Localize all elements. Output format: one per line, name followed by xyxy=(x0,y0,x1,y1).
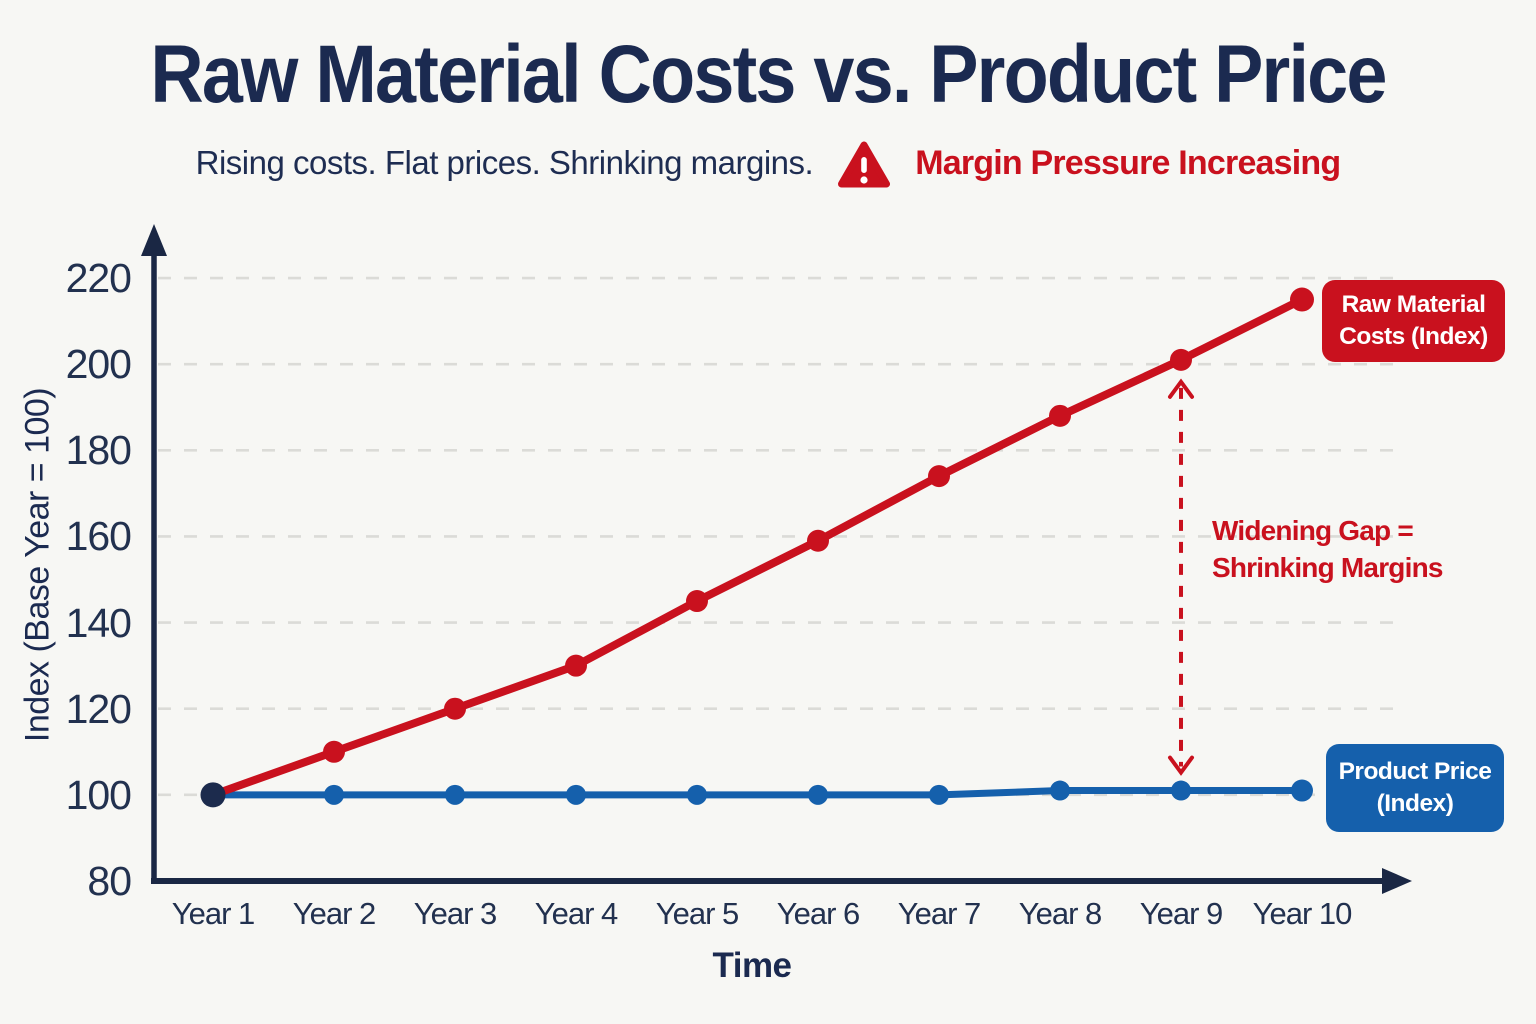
product-price-point xyxy=(1291,779,1313,802)
subtitle-row: Rising costs. Flat prices. Shrinking mar… xyxy=(0,136,1536,190)
raw-material-costs-point xyxy=(323,740,345,763)
product-price-point xyxy=(1171,780,1191,801)
legend-badge-raw-material: Raw Material Costs (Index) xyxy=(1322,280,1505,362)
warning-icon xyxy=(838,141,891,188)
chart-subtitle: Rising costs. Flat prices. Shrinking mar… xyxy=(195,144,814,181)
raw-material-costs-point xyxy=(928,465,950,488)
y-axis-arrowhead xyxy=(141,224,167,256)
product-price-point xyxy=(566,784,586,805)
alert-text: Margin Pressure Increasing xyxy=(915,143,1341,182)
x-axis-arrowhead xyxy=(1382,868,1412,894)
raw-material-costs-point xyxy=(1170,348,1192,371)
legend-badge-raw-material-line2: Costs (Index) xyxy=(1339,323,1488,350)
product-price-point xyxy=(929,784,949,805)
shared-base-year-point xyxy=(200,782,226,808)
product-price-point xyxy=(1050,780,1070,801)
raw-material-costs-point xyxy=(686,590,708,613)
widening-gap-annotation-line2: Shrinking Margins xyxy=(1212,552,1443,583)
legend-badge-product-price-line1: Product Price xyxy=(1338,758,1492,785)
raw-material-costs-point xyxy=(1049,404,1071,427)
widening-gap-annotation-line1: Widening Gap = xyxy=(1212,515,1414,546)
x-axis-title: Time xyxy=(712,946,792,985)
raw-material-costs-point xyxy=(807,529,829,552)
legend-badge-product-price: Product Price (Index) xyxy=(1326,744,1504,832)
chart-title: Raw Material Costs vs. Product Price xyxy=(150,29,1387,120)
y-axis-title: Index (Base Year = 100) xyxy=(18,387,57,743)
gap-arrow-bottom-arrowhead xyxy=(1168,755,1194,776)
raw-material-costs-line xyxy=(209,295,1306,799)
product-price-point xyxy=(808,784,828,805)
legend-badge-product-price-line2: (Index) xyxy=(1376,790,1454,817)
product-price-point xyxy=(324,784,344,805)
raw-material-costs-point xyxy=(444,697,466,720)
product-price-line xyxy=(209,787,1306,799)
product-price-point xyxy=(445,784,465,805)
raw-material-costs-point xyxy=(1290,287,1314,312)
product-price-point xyxy=(687,784,707,805)
widening-gap-annotation: Widening Gap = Shrinking Margins xyxy=(1212,512,1443,586)
legend-badge-raw-material-line1: Raw Material xyxy=(1341,291,1486,318)
gap-arrow-top-arrowhead xyxy=(1168,378,1194,399)
raw-material-costs-point xyxy=(565,654,587,677)
